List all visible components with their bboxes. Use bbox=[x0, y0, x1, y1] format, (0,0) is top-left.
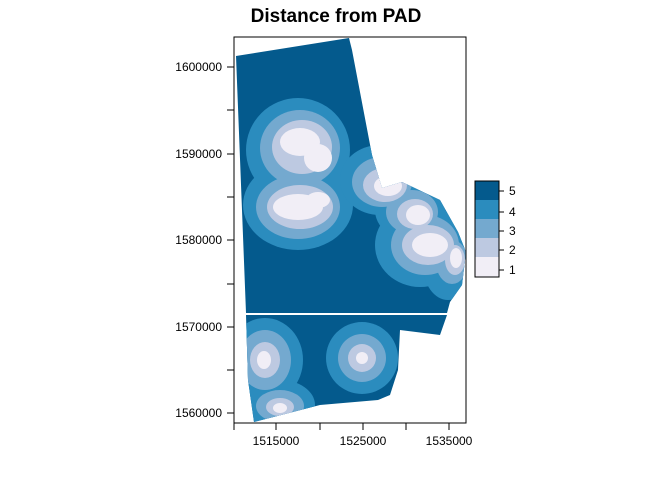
legend: 5 4 3 2 1 bbox=[474, 180, 516, 278]
band-1-zones bbox=[273, 128, 462, 268]
legend-frame bbox=[474, 180, 500, 278]
legend-swatch-5 bbox=[475, 181, 499, 200]
raster-upper-block bbox=[236, 38, 466, 313]
x-tick-label: 1535000 bbox=[426, 434, 473, 448]
legend-label: 5 bbox=[509, 184, 516, 198]
x-axis bbox=[233, 423, 450, 430]
legend-swatch-2 bbox=[475, 238, 499, 257]
x-tick-label: 1525000 bbox=[340, 434, 387, 448]
band-1-zones-lower bbox=[257, 351, 368, 413]
legend-label: 2 bbox=[509, 243, 516, 257]
raster-lower-block bbox=[246, 315, 447, 422]
y-tick-label: 1600000 bbox=[175, 60, 222, 74]
map-title: Distance from PAD bbox=[251, 6, 422, 27]
y-tick-label: 1570000 bbox=[175, 320, 222, 334]
legend-label: 1 bbox=[509, 263, 516, 277]
y-tick-label: 1590000 bbox=[175, 147, 222, 161]
y-axis bbox=[227, 66, 234, 414]
x-tick-label: 1515000 bbox=[253, 434, 300, 448]
legend-swatch-1 bbox=[475, 257, 499, 277]
legend-swatch-3 bbox=[475, 219, 499, 238]
y-tick-label: 1560000 bbox=[175, 406, 222, 420]
y-tick-label: 1580000 bbox=[175, 233, 222, 247]
legend-label: 3 bbox=[509, 224, 516, 238]
legend-swatch-4 bbox=[475, 200, 499, 219]
legend-label: 4 bbox=[509, 205, 516, 219]
plot-frame bbox=[233, 36, 467, 424]
